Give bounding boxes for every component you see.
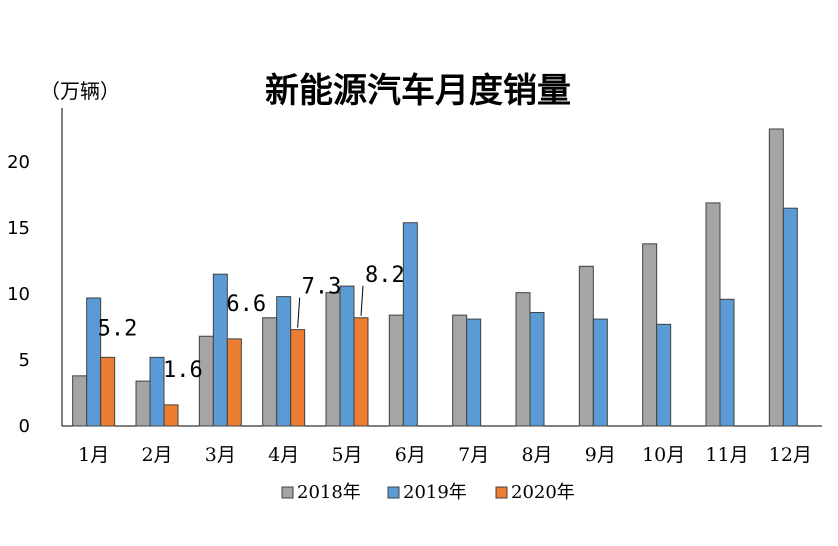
bar-2020年-3月 — [226, 338, 242, 427]
legend-label: 2019年 — [403, 482, 467, 503]
bar-2018年-1月 — [72, 375, 88, 427]
bar-2018年-12月 — [768, 128, 784, 427]
y-tick-label: 20 — [7, 152, 30, 173]
x-tick-label: 4月 — [268, 444, 299, 466]
bar-2018年-6月 — [388, 314, 404, 427]
bar-2019年-8月 — [529, 311, 545, 427]
bar-2019年-5月 — [339, 285, 355, 427]
x-tick-label: 9月 — [585, 444, 616, 466]
bar-2018年-7月 — [452, 314, 468, 427]
data-label-2020: 6.6 — [226, 292, 266, 317]
bar-2019年-7月 — [466, 318, 482, 427]
data-label-2020: 7.3 — [302, 275, 342, 300]
x-tick-label: 2月 — [141, 444, 172, 466]
y-tick-label: 0 — [19, 416, 30, 437]
legend-swatch — [281, 486, 294, 499]
data-label-leader — [360, 285, 364, 316]
y-tick-label: 10 — [7, 284, 30, 305]
bar-2018年-2月 — [135, 380, 151, 427]
bar-2018年-8月 — [515, 292, 531, 427]
x-tick-label: 3月 — [205, 444, 236, 466]
legend-swatch — [387, 486, 400, 499]
unit-label: （万辆） — [40, 79, 120, 103]
x-tick-label: 6月 — [395, 444, 426, 466]
x-tick-label: 5月 — [331, 444, 362, 466]
bar-2019年-3月 — [212, 273, 228, 427]
y-tick-label: 15 — [7, 218, 30, 239]
bar-2018年-10月 — [642, 243, 658, 427]
x-tick-label: 1月 — [78, 444, 109, 466]
bar-2019年-2月 — [149, 356, 165, 427]
chart-title: 新能源汽车月度销量 — [265, 71, 571, 111]
data-label-leader — [297, 297, 301, 328]
bar-2019年-11月 — [719, 298, 735, 427]
bar-2018年-5月 — [325, 292, 341, 427]
bar-2019年-4月 — [276, 296, 292, 427]
legend-label: 2020年 — [511, 482, 575, 503]
legend: 2018年 2019年 2020年 — [281, 482, 575, 503]
x-tick-label: 8月 — [521, 444, 552, 466]
bar-2020年-1月 — [100, 356, 116, 427]
legend-label: 2018年 — [297, 482, 361, 503]
bar-2019年-12月 — [782, 207, 798, 427]
x-tick-label: 12月 — [769, 444, 812, 466]
bar-2018年-9月 — [578, 265, 594, 427]
bar-2018年-11月 — [705, 202, 721, 427]
bar-2019年-6月 — [402, 222, 418, 427]
x-tick-label: 7月 — [458, 444, 489, 466]
bar-2018年-4月 — [262, 317, 278, 427]
x-tick-label: 10月 — [642, 444, 685, 466]
bar-2020年-4月 — [290, 329, 306, 427]
x-tick-label: 11月 — [705, 444, 748, 466]
y-tick-label: 5 — [19, 350, 30, 371]
data-label-2020: 5.2 — [98, 316, 138, 341]
data-label-2020: 8.2 — [365, 263, 405, 288]
bar-2019年-9月 — [592, 318, 608, 427]
bar-2020年-2月 — [163, 404, 179, 427]
bar-2020年-5月 — [353, 317, 369, 427]
legend-swatch — [495, 486, 508, 499]
data-label-2020: 1.6 — [163, 358, 203, 383]
bar-2019年-10月 — [656, 323, 672, 427]
